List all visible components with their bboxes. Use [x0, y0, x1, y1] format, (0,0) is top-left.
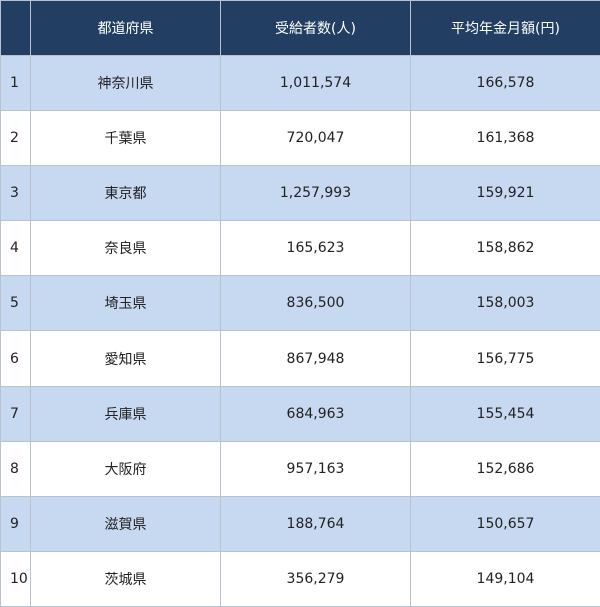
table-row: 8 大阪府 957,163 152,686 [0, 440, 600, 497]
header-cell [0, 0, 31, 56]
rank-cell: 2 [0, 110, 31, 167]
table-cell: 158,862 [410, 220, 600, 277]
rank-cell: 5 [0, 275, 31, 332]
rank-cell: 7 [0, 385, 31, 442]
table-cell: 149,104 [410, 550, 600, 607]
table-cell: 155,454 [410, 385, 600, 442]
table-cell: 神奈川県 [30, 54, 221, 112]
table-cell: 埼玉県 [30, 275, 221, 332]
table-cell: 720,047 [220, 110, 411, 167]
table-cell: 愛知県 [30, 330, 221, 387]
table-cell: 188,764 [220, 495, 411, 552]
header-row: 都道府県 受給者数(人) 平均年金月額(円) [0, 0, 600, 56]
table-cell: 161,368 [410, 110, 600, 167]
table-cell: 東京都 [30, 165, 221, 222]
table-cell: 千葉県 [30, 110, 221, 167]
header-cell: 平均年金月額(円) [410, 0, 600, 56]
table-cell: 158,003 [410, 275, 600, 332]
table-row: 5 埼玉県 836,500 158,003 [0, 275, 600, 332]
rank-cell: 10 [0, 550, 31, 607]
table-cell: 茨城県 [30, 550, 221, 607]
rank-cell: 8 [0, 440, 31, 497]
table-cell: 356,279 [220, 550, 411, 607]
header-cell: 受給者数(人) [220, 0, 411, 56]
table-row: 9 滋賀県 188,764 150,657 [0, 495, 600, 552]
table-cell: 156,775 [410, 330, 600, 387]
table-cell: 159,921 [410, 165, 600, 222]
table-cell: 滋賀県 [30, 495, 221, 552]
rank-cell: 1 [0, 54, 31, 112]
table-cell: 大阪府 [30, 440, 221, 497]
table-cell: 奈良県 [30, 220, 221, 277]
table-cell: 684,963 [220, 385, 411, 442]
rank-cell: 6 [0, 330, 31, 387]
header-cell: 都道府県 [30, 0, 221, 56]
table-row: 10 茨城県 356,279 149,104 [0, 550, 600, 607]
table-row: 2 千葉県 720,047 161,368 [0, 110, 600, 167]
table-cell: 150,657 [410, 495, 600, 552]
rank-cell: 4 [0, 220, 31, 277]
table-cell: 836,500 [220, 275, 411, 332]
table-row: 4 奈良県 165,623 158,862 [0, 220, 600, 277]
rank-cell: 9 [0, 495, 31, 552]
table-cell: 1,257,993 [220, 165, 411, 222]
table-row: 1 神奈川県 1,011,574 166,578 [0, 54, 600, 112]
table-row: 6 愛知県 867,948 156,775 [0, 330, 600, 387]
rank-cell: 3 [0, 165, 31, 222]
table-row: 7 兵庫県 684,963 155,454 [0, 385, 600, 442]
table-cell: 兵庫県 [30, 385, 221, 442]
table-cell: 957,163 [220, 440, 411, 497]
table-cell: 165,623 [220, 220, 411, 277]
table-cell: 867,948 [220, 330, 411, 387]
table-cell: 166,578 [410, 54, 600, 112]
table-row: 3 東京都 1,257,993 159,921 [0, 165, 600, 222]
table-cell: 152,686 [410, 440, 600, 497]
table-cell: 1,011,574 [220, 54, 411, 112]
